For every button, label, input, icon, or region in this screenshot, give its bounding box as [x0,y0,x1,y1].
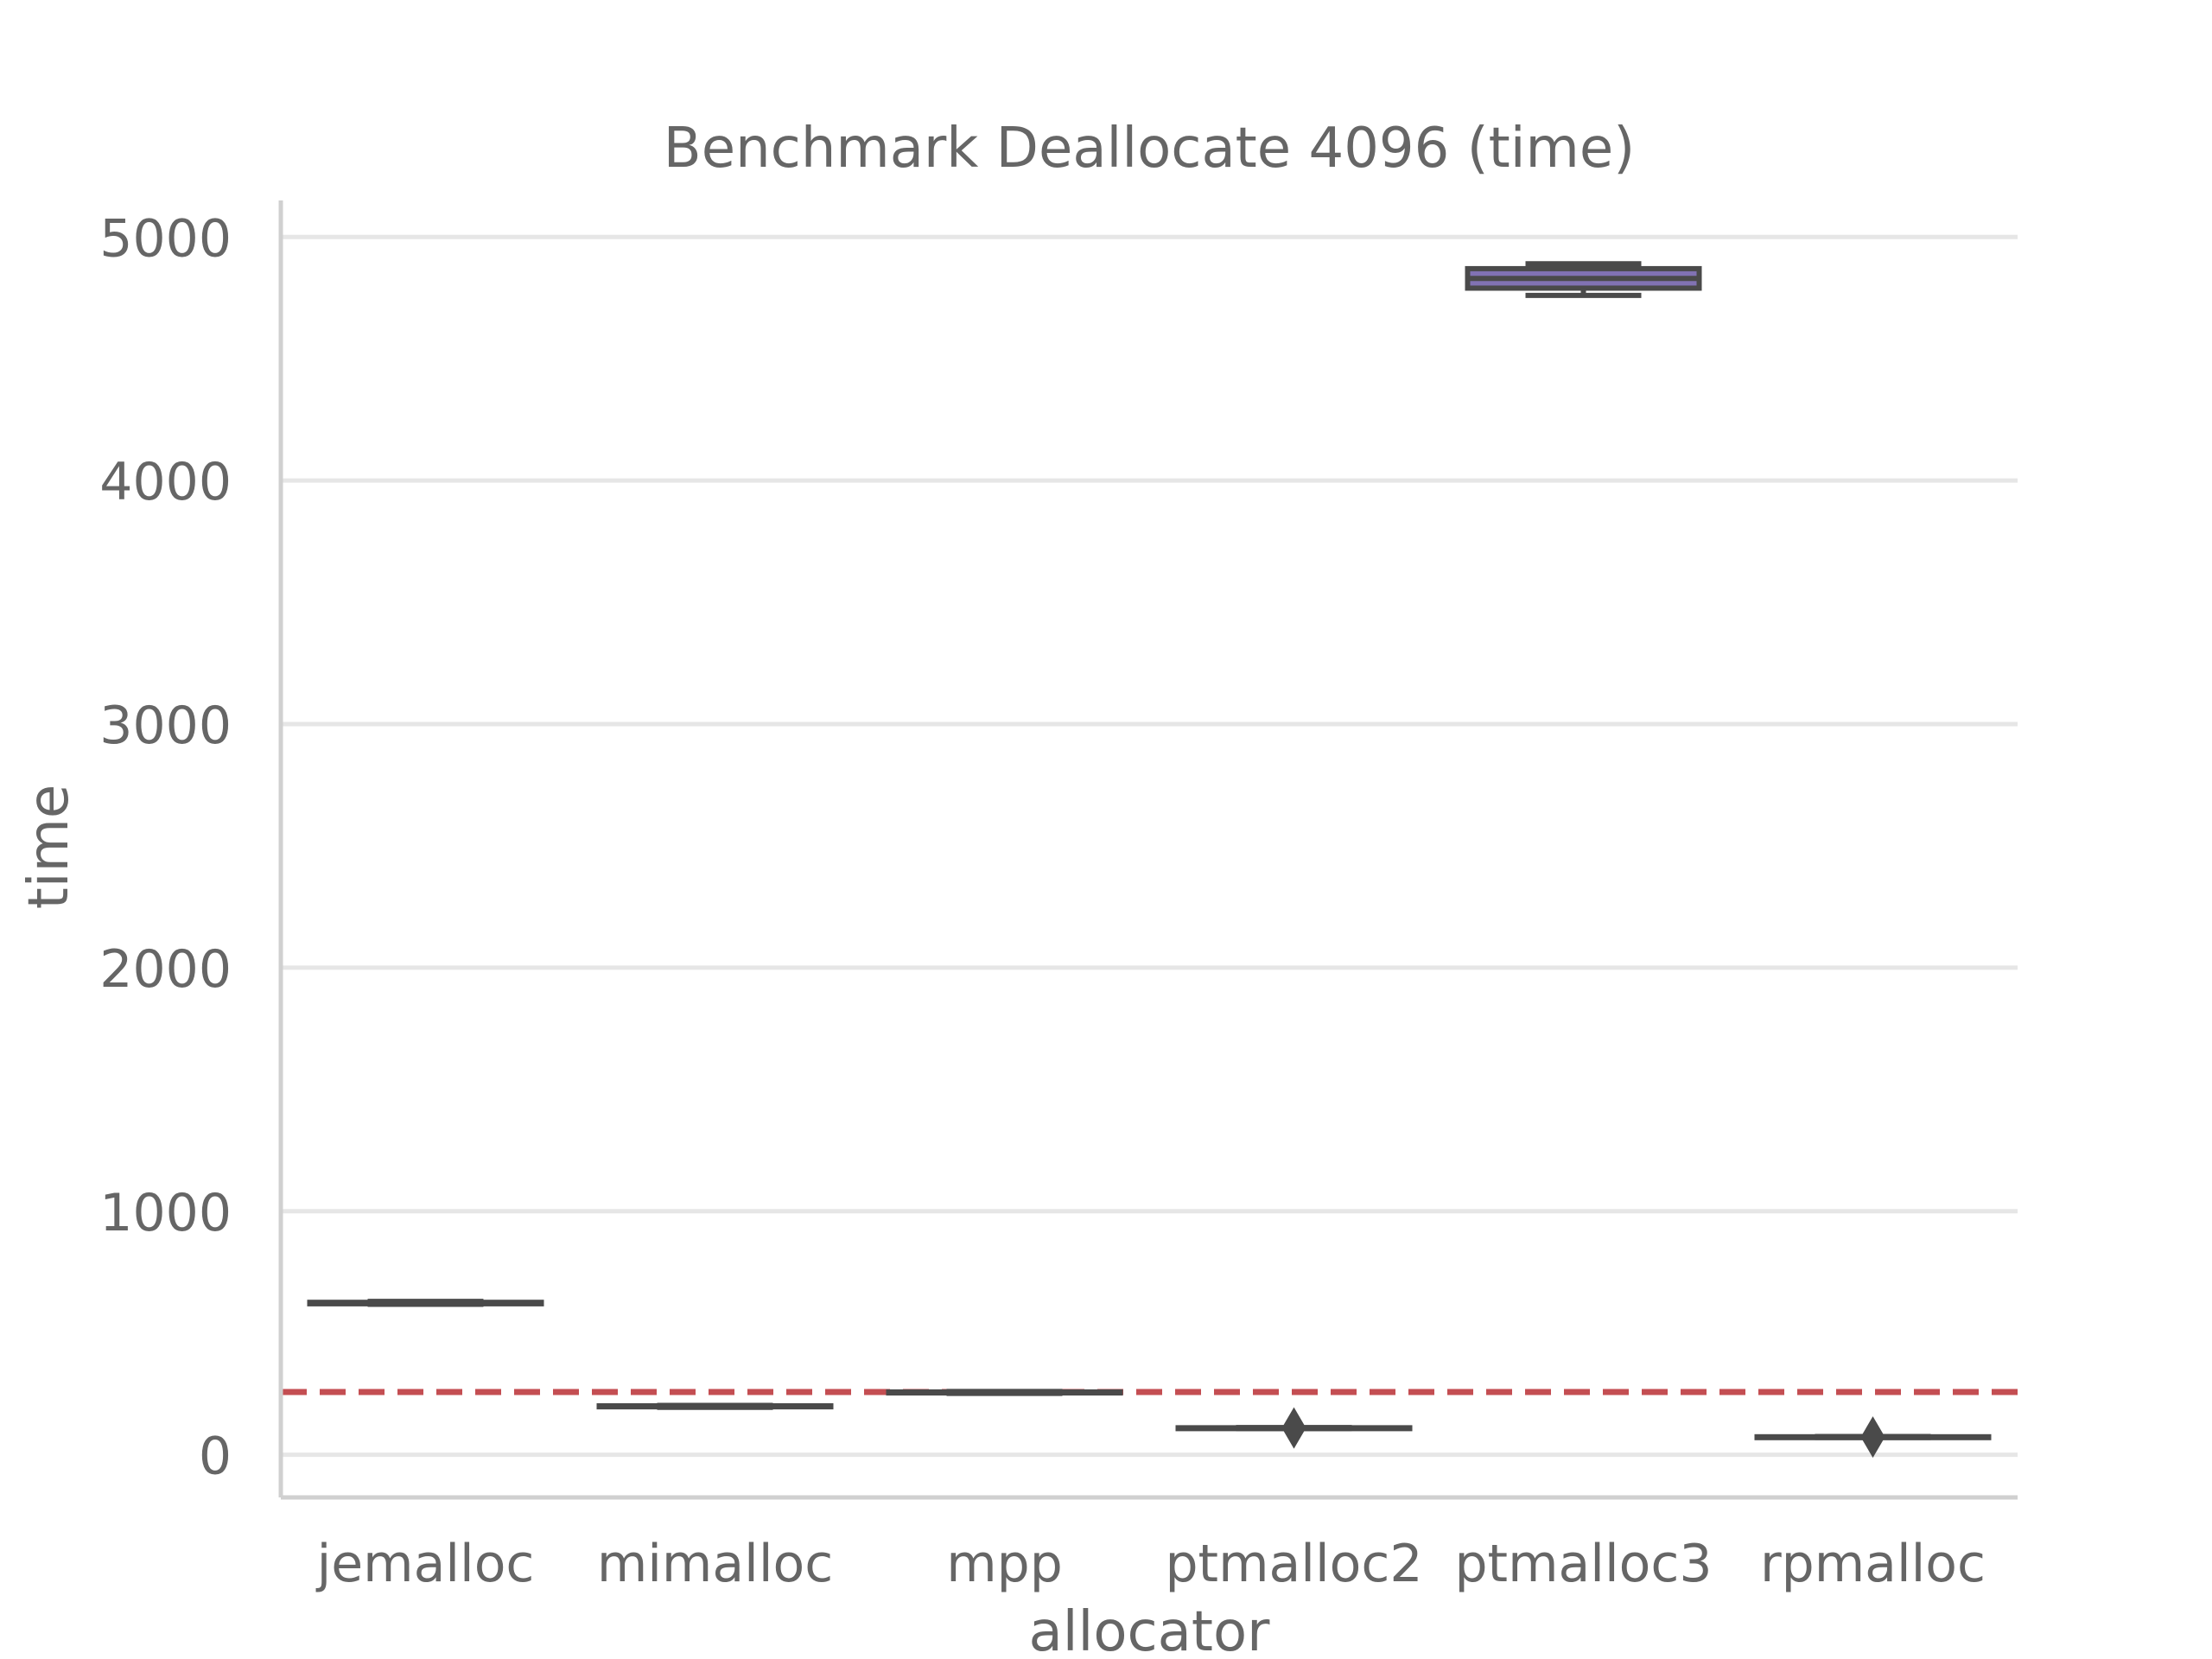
x-tick-label-ptmalloc2: ptmalloc2 [1165,1534,1422,1594]
box-mpp [886,1389,1123,1396]
y-axis-label: time [17,785,81,910]
y-tick-label-4000: 4000 [99,452,232,512]
axes [278,200,2018,1500]
y-tick-labels: 0 1000 2000 3000 4000 5000 [99,208,232,1486]
y-tick-label-1000: 1000 [99,1183,232,1243]
y-tick-label-5000: 5000 [99,208,232,269]
x-tick-labels: jemalloc mimalloc mpp ptmalloc2 ptmalloc3 rpm… [315,1534,1986,1594]
x-tick-label-mimalloc: mimalloc [597,1534,833,1594]
x-tick-label-jemalloc: jemalloc [315,1534,535,1594]
box-mimalloc [596,1402,834,1410]
x-tick-label-ptmalloc3: ptmalloc3 [1454,1534,1712,1594]
outlier-marker [1860,1416,1885,1459]
box-ptmalloc2 [1175,1407,1413,1449]
y-tick-label-3000: 3000 [99,696,232,756]
box-rpmalloc [1754,1416,1992,1459]
x-tick-label-mpp: mpp [946,1534,1063,1594]
boxes [307,261,1992,1459]
y-tick-label-0: 0 [199,1427,232,1487]
grid-lines [281,234,2018,1458]
outlier-marker [1281,1407,1306,1449]
box-jemalloc [307,1299,544,1307]
y-tick-label-2000: 2000 [99,939,232,1000]
x-axis-label: allocator [1029,1600,1271,1659]
chart-title: Benchmark Deallocate 4096 (time) [664,117,1635,181]
x-tick-label-rpmalloc: rpmalloc [1760,1534,1986,1594]
box-ptmalloc3 [1465,261,1702,298]
